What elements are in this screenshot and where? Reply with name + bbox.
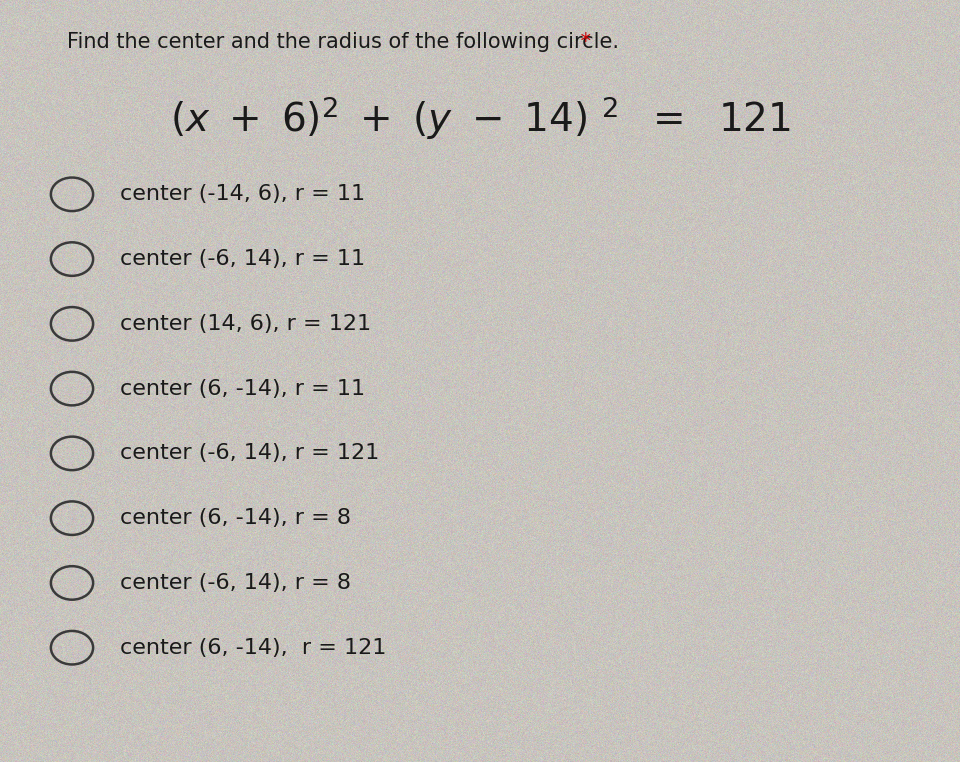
Text: *: *: [574, 32, 591, 52]
Text: center (-14, 6), r = 11: center (-14, 6), r = 11: [120, 184, 365, 204]
Text: center (6, -14), r = 11: center (6, -14), r = 11: [120, 379, 365, 399]
Text: center (-6, 14), r = 121: center (-6, 14), r = 121: [120, 443, 379, 463]
Text: Find the center and the radius of the following circle.: Find the center and the radius of the fo…: [67, 32, 619, 52]
Text: center (14, 6), r = 121: center (14, 6), r = 121: [120, 314, 372, 334]
Text: $(x\ +\ 6)^2\ +\ (y\ -\ 14)\ ^2\ \ =\ \ 121$: $(x\ +\ 6)^2\ +\ (y\ -\ 14)\ ^2\ \ =\ \ …: [170, 94, 790, 142]
Text: center (6, -14),  r = 121: center (6, -14), r = 121: [120, 638, 386, 658]
Text: center (-6, 14), r = 11: center (-6, 14), r = 11: [120, 249, 365, 269]
Text: center (6, -14), r = 8: center (6, -14), r = 8: [120, 508, 351, 528]
Text: center (-6, 14), r = 8: center (-6, 14), r = 8: [120, 573, 351, 593]
